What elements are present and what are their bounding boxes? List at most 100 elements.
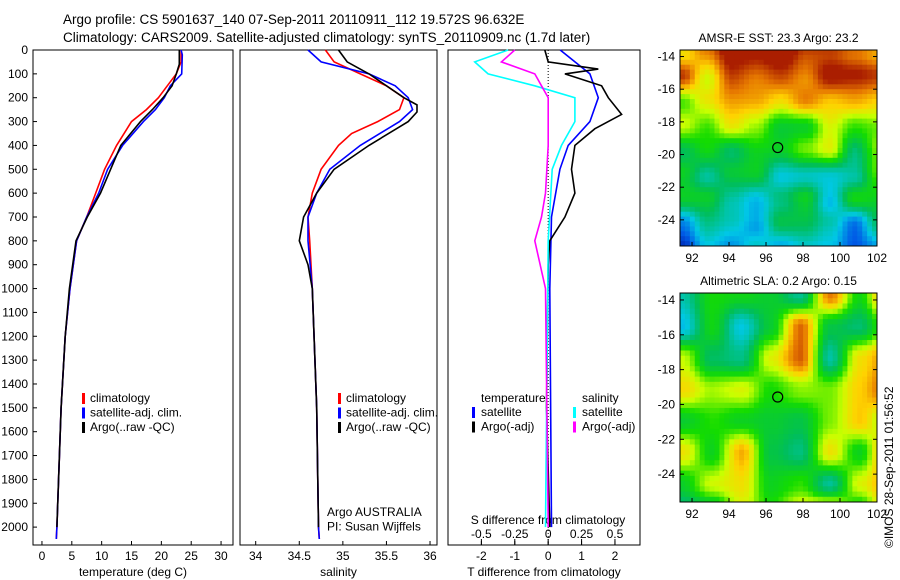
map-cell [744,475,750,482]
map-cell [753,360,760,367]
map-cell [744,187,750,193]
map-cell [817,460,824,466]
map-cell [822,89,829,95]
map-cell [862,128,868,134]
map-cell [719,360,725,367]
map-cell [694,460,701,466]
map-cell [832,454,839,461]
s-axis-tick-label: -0.25 [501,527,529,541]
map-cell [704,350,711,357]
map-cell [744,350,750,357]
map-cell [778,103,784,110]
map-cell [729,69,735,75]
map-cell [719,319,725,325]
map-cell [778,231,784,237]
map-cell [729,407,735,414]
map-cell [783,298,789,304]
map-cell [778,54,784,61]
map-cell [857,182,863,188]
map-cell [748,423,755,430]
map-cell [852,50,858,56]
map-cell [822,192,829,198]
map-cell [793,157,799,164]
map-cell [680,84,686,90]
map-cell [842,50,848,56]
map-cell [709,177,715,183]
map-cell [689,449,696,456]
map-cell [689,418,696,425]
map-cell [793,113,799,120]
map-cell [724,157,730,164]
map-cell [793,84,799,90]
map-cell [832,340,839,346]
map-cell [699,418,706,425]
map-cell [778,64,784,71]
map-cell [739,439,745,446]
map-cell [768,162,775,169]
map-cell [719,99,725,105]
map-cell [704,197,711,203]
map-cell [857,475,863,482]
map-cell [724,350,730,357]
map-cell [724,313,730,320]
map-cell [714,231,720,237]
map-cell [709,54,715,61]
map-cell [734,79,740,85]
map-cell [837,439,844,446]
map-cell [812,470,819,477]
map-cell [763,79,770,85]
map-cell [684,221,691,227]
map-cell [827,308,834,315]
map-cell [842,108,848,115]
map-cell [689,128,696,134]
map-cell [817,381,824,388]
map-cell [714,439,720,446]
map-cell [847,491,853,498]
map-cell [798,486,804,493]
map-cell [852,460,858,466]
map-cell [753,94,760,100]
map-cell [778,319,784,325]
map-cell [847,293,853,299]
map-cell [763,103,770,110]
map-cell [778,407,784,414]
map-cell [739,392,745,398]
map-cell [739,298,745,304]
map-cell [714,221,720,227]
map-cell [734,465,740,472]
map-cell [837,206,844,213]
map-cell [714,324,720,331]
map-cell [872,113,878,120]
map-cell [773,118,779,124]
map-cell [862,231,868,237]
map-cell [788,201,794,208]
map-cell [748,475,755,482]
map-cell [709,387,715,393]
map-cell [808,465,814,472]
map-cell [842,94,848,100]
map-cell [748,449,755,456]
map-cell [803,413,809,419]
map-cell [729,123,735,129]
map-cell [704,108,711,115]
map-cell [753,350,760,357]
map-cell [714,206,720,213]
map-cell [748,293,755,299]
map-cell [803,439,809,446]
map-cell [758,439,765,446]
map-cell [748,313,755,320]
map-cell [867,496,873,503]
map-cell [744,64,750,71]
map-cell [803,454,809,461]
map-cell [852,192,858,198]
map-cell [699,481,706,487]
map-cell [798,407,804,414]
map-cell [837,103,844,110]
map-cell [768,201,775,208]
map-cell [734,324,740,331]
map-cell [748,167,755,173]
map-cell [680,350,686,357]
map-cell [768,387,775,393]
map-cell [768,329,775,336]
